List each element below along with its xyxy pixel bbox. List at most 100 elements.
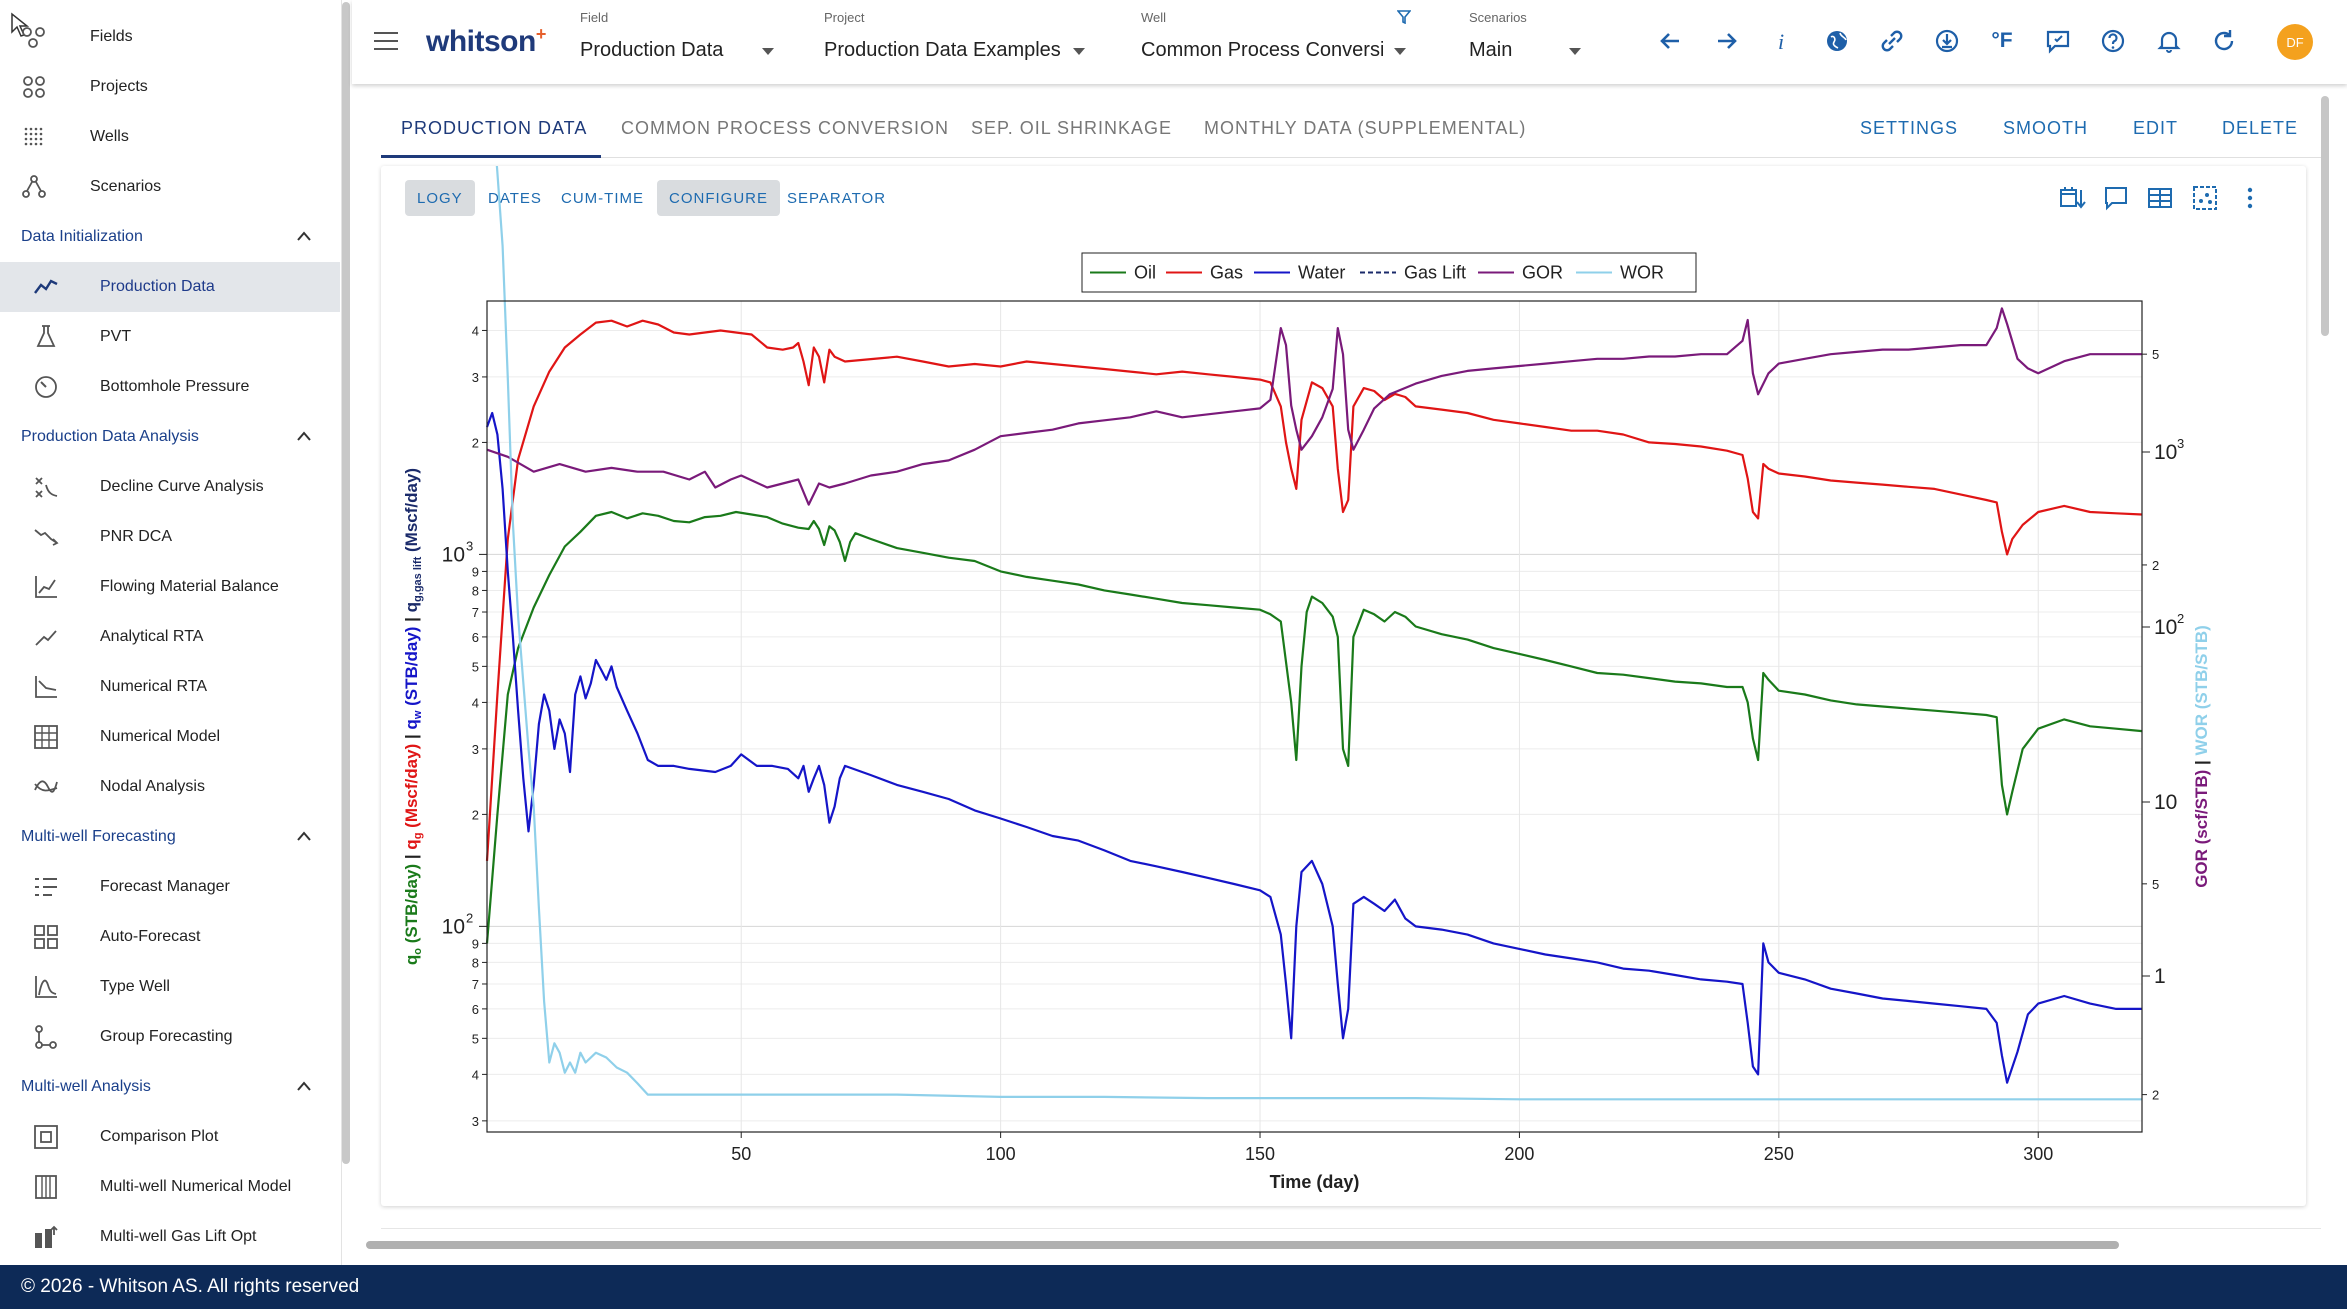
calendar-sort-icon[interactable] (2056, 182, 2088, 214)
avatar[interactable]: DF (2277, 24, 2313, 60)
y-tick-label: 5 (472, 1031, 479, 1046)
y2-major-exponent: 2 (2177, 611, 2184, 626)
main-scrollbar[interactable] (2321, 96, 2329, 336)
link-icon[interactable] (1875, 24, 1909, 58)
sidebar-item-projects[interactable]: Projects (0, 62, 340, 112)
scatter-select-icon[interactable] (2189, 182, 2221, 214)
sidebar-item-multi-well-numerical-model[interactable]: Multi-well Numerical Model (0, 1162, 340, 1212)
sidebar-item-decline-curve-analysis[interactable]: Decline Curve Analysis (0, 462, 340, 512)
settings-button[interactable]: SETTINGS (1860, 118, 1959, 138)
scenarios-selector[interactable]: Scenarios Main (1469, 8, 1589, 76)
sidebar-item-flowing-material-balance[interactable]: Flowing Material Balance (0, 562, 340, 612)
fahrenheit-icon[interactable]: °F (1985, 24, 2019, 58)
sidebar-item-pnr-dca[interactable]: PNR DCA (0, 512, 340, 562)
edit-button[interactable]: EDIT (2133, 118, 2179, 138)
sidebar-item-wells[interactable]: Wells (0, 112, 340, 162)
section-data-initialization[interactable]: Data Initialization (0, 212, 340, 262)
decline-curve-icon (32, 473, 60, 501)
sidebar-item-comparison-plot[interactable]: Comparison Plot (0, 1112, 340, 1162)
section-multi-well-analysis[interactable]: Multi-well Analysis (0, 1062, 340, 1112)
chevron-up-icon[interactable] (296, 1079, 312, 1097)
arrow-left-icon[interactable] (1654, 24, 1688, 58)
cum-time-toggle[interactable]: CUM-TIME (561, 189, 644, 207)
sidebar-item-multi-well-gas-lift-opt[interactable]: Multi-well Gas Lift Opt (0, 1212, 340, 1262)
series-water (485, 411, 2142, 1084)
feedback-icon[interactable] (2041, 24, 2075, 58)
logy-toggle[interactable]: LOGY (405, 180, 475, 216)
sidebar-item-fields[interactable]: Fields (0, 12, 340, 62)
sidebar-item-auto-forecast[interactable]: Auto-Forecast (0, 912, 340, 962)
sidebar-item-group-forecasting[interactable]: Group Forecasting (0, 1012, 340, 1062)
info-icon[interactable]: i (1764, 24, 1798, 58)
x-tick-label: 250 (1764, 1144, 1794, 1164)
sidebar-item-label: PVT (100, 328, 132, 345)
sidebar-item-numerical-rta[interactable]: Numerical RTA (0, 662, 340, 712)
dates-toggle[interactable]: DATES (488, 189, 542, 207)
analytical-rta-icon (32, 623, 60, 651)
sidebar-item-label: Forecast Manager (100, 878, 230, 895)
sidebar-item-numerical-model[interactable]: Numerical Model (0, 712, 340, 762)
filter-icon[interactable] (1396, 10, 1412, 29)
horizontal-scrollbar[interactable] (366, 1241, 2119, 1249)
configure-toggle[interactable]: CONFIGURE (657, 180, 780, 216)
y-tick-label: 5 (472, 659, 479, 674)
section-multi-well-forecasting[interactable]: Multi-well Forecasting (0, 812, 340, 862)
y2-axis-label-part: | (2192, 756, 2211, 770)
production-chart[interactable]: 50 100 150 200 250 300 Time (day) 3 4 5 6 7 8 9 2 3 4 5 6 7… (381, 166, 2306, 1206)
table-icon[interactable] (2144, 182, 2176, 214)
sidebar-item-bottomhole-pressure[interactable]: Bottomhole Pressure (0, 362, 340, 412)
whitson-logo[interactable]: whitson+ (426, 24, 546, 59)
sidebar-item-analytical-rta[interactable]: Analytical RTA (0, 612, 340, 662)
x-tick-label: 200 (1504, 1144, 1534, 1164)
sidebar-item-scenarios[interactable]: Scenarios (0, 162, 340, 212)
fields-icon (20, 23, 48, 51)
y-axis-label-part: q (402, 719, 421, 729)
chevron-down-icon (1569, 48, 1581, 55)
tab-common-process-conversion[interactable]: COMMON PROCESS CONVERSION (621, 118, 950, 138)
numerical-model-icon (32, 723, 60, 751)
chevron-up-icon[interactable] (296, 429, 312, 447)
field-selector[interactable]: Field Production Data (580, 8, 780, 76)
sidebar-item-pvt[interactable]: PVT (0, 312, 340, 362)
projects-icon (20, 73, 48, 101)
bottom-panel-strip (381, 1228, 2321, 1238)
delete-button[interactable]: DELETE (2222, 118, 2299, 138)
x-tick-label: 100 (986, 1144, 1016, 1164)
globe-icon[interactable] (1820, 24, 1854, 58)
y-tick-label: 3 (472, 742, 479, 757)
y-tick-label: 4 (472, 1067, 479, 1082)
refresh-icon[interactable] (2207, 24, 2241, 58)
chart-card: LOGY DATES CUM-TIME CONFIGURE SEPARATOR … (381, 166, 2306, 1206)
legend-label: GOR (1522, 263, 1563, 283)
arrow-right-icon[interactable] (1709, 24, 1743, 58)
sidebar-item-type-well[interactable]: Type Well (0, 962, 340, 1012)
menu-icon[interactable] (374, 32, 398, 52)
section-production-data-analysis[interactable]: Production Data Analysis (0, 412, 340, 462)
bell-icon[interactable] (2152, 24, 2186, 58)
chevron-up-icon[interactable] (296, 229, 312, 247)
comment-icon[interactable] (2100, 182, 2132, 214)
more-vert-icon[interactable] (2234, 182, 2266, 214)
project-selector[interactable]: Project Production Data Examples (824, 8, 1085, 76)
separator-toggle[interactable]: SEPARATOR (787, 189, 887, 207)
sidebar-item-nodal-analysis[interactable]: Nodal Analysis (0, 762, 340, 812)
y2-tick-label: 2 (2152, 558, 2159, 573)
sidebar-item-production-data[interactable]: Production Data (0, 262, 340, 312)
sidebar-item-label: Scenarios (90, 178, 162, 195)
sidebar-scrollbar[interactable] (342, 2, 350, 1164)
tab-sep-oil-shrinkage[interactable]: SEP. OIL SHRINKAGE (971, 118, 1173, 138)
y-axis-label-part: | (402, 730, 421, 744)
gridlines (487, 301, 2142, 1132)
chevron-up-icon[interactable] (296, 829, 312, 847)
sidebar-item-label: Auto-Forecast (100, 928, 201, 945)
sidebar-item-label: Group Forecasting (100, 1028, 233, 1045)
smooth-button[interactable]: SMOOTH (2003, 118, 2088, 138)
download-icon[interactable] (1930, 24, 1964, 58)
wells-icon (20, 123, 48, 151)
tab-monthly-data[interactable]: MONTHLY DATA (SUPPLEMENTAL) (1204, 118, 1527, 138)
help-icon[interactable] (2096, 24, 2130, 58)
well-selector[interactable]: Well Common Process Conversi (1141, 8, 1412, 76)
sidebar-item-forecast-manager[interactable]: Forecast Manager (0, 862, 340, 912)
app-header: whitson+ Field Production Data Project P… (352, 0, 2347, 84)
tab-production-data[interactable]: PRODUCTION DATA (401, 118, 588, 138)
